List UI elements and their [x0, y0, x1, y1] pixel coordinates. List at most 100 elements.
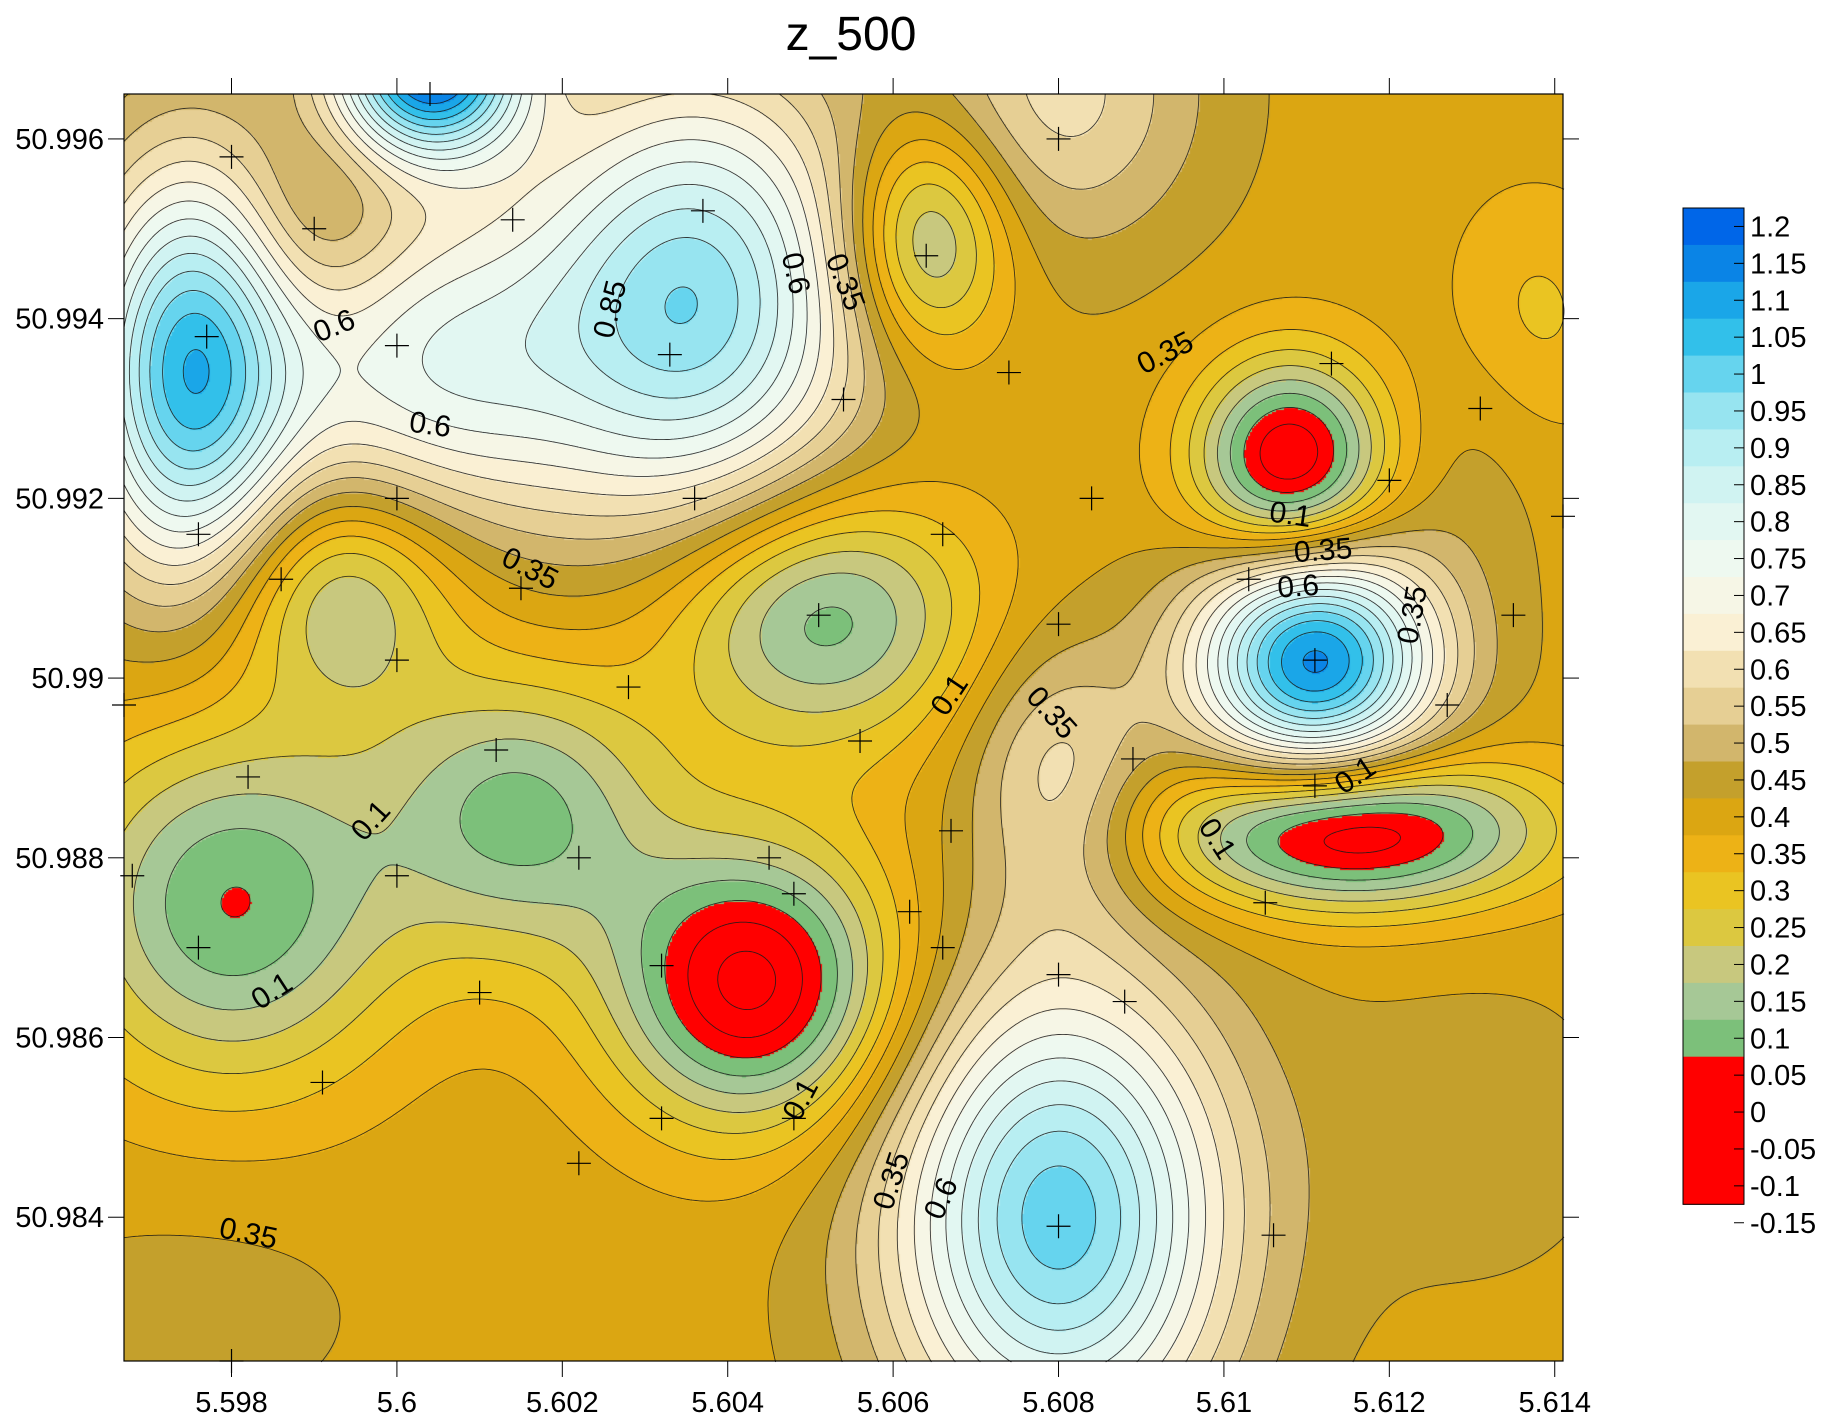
contour-lines	[123, 93, 1565, 1363]
y-tick-label: 50.988	[15, 843, 104, 875]
contour-line	[128, 93, 1394, 1331]
contour-line	[123, 139, 1565, 1202]
legend-label: -0.1	[1750, 1171, 1800, 1203]
contour-line	[164, 392, 1474, 1077]
legend-swatch	[1683, 761, 1744, 799]
x-tick-label: 5.598	[195, 1387, 268, 1419]
x-tick-label: 5.612	[1353, 1387, 1426, 1419]
legend-swatch	[1683, 281, 1744, 320]
contour-fill	[124, 94, 1563, 1361]
legend-swatch	[1683, 1167, 1744, 1205]
legend-swatch	[1683, 946, 1744, 984]
contour-label: 0.35	[1293, 532, 1354, 569]
legend-label: 0.7	[1750, 580, 1790, 612]
legend-swatch	[1683, 318, 1744, 357]
legend-label: 1.1	[1750, 285, 1790, 317]
sample-point-marker	[1435, 693, 1460, 718]
sample-points	[112, 82, 1575, 1373]
sample-point-marker	[914, 243, 939, 268]
sample-point-marker	[508, 576, 533, 601]
legend-label: 0.4	[1750, 802, 1790, 834]
legend-swatch	[1683, 429, 1744, 467]
y-tick-label: 50.984	[15, 1202, 104, 1234]
sample-point-marker	[1501, 603, 1526, 628]
sample-point-marker	[1236, 567, 1261, 592]
x-tick-label: 5.604	[691, 1387, 764, 1419]
contour-line	[123, 93, 1423, 1363]
axis-ticks: 5.598 5.6 5.602 5.604 5.606 5.608 5.61 5.612 5.6…	[15, 78, 1591, 1419]
sample-point-marker	[1046, 962, 1071, 987]
x-tick-label: 5.608	[1022, 1387, 1095, 1419]
legend-label: 1	[1750, 359, 1766, 391]
x-tick-label: 5.602	[526, 1387, 599, 1419]
legend-label: 0.55	[1750, 691, 1806, 723]
legend-swatch	[1683, 724, 1744, 762]
contour-line	[687, 423, 1401, 1039]
sample-point-marker	[1046, 126, 1071, 151]
contour-line	[123, 211, 1527, 1113]
sample-point-marker	[269, 567, 294, 592]
y-tick-label: 50.996	[15, 124, 104, 156]
sample-point-marker	[194, 324, 219, 349]
legend-label: 0.2	[1750, 949, 1790, 981]
contour-line	[138, 93, 1384, 1305]
sample-point-marker	[219, 144, 244, 169]
chart-title: z_500	[786, 8, 917, 61]
legend-label: -0.05	[1750, 1134, 1816, 1166]
sample-point-marker	[1261, 1223, 1286, 1248]
sample-point-marker	[1253, 890, 1278, 915]
contour-line	[123, 161, 1565, 1161]
sample-point-marker	[616, 675, 641, 700]
legend-label: 0.65	[1750, 617, 1806, 649]
sample-point-marker	[1120, 746, 1145, 771]
contour-line	[123, 93, 1459, 1363]
sample-point-marker	[484, 737, 509, 762]
contour-line	[123, 93, 1445, 1363]
legend-label: 0.25	[1750, 913, 1806, 945]
legend-swatch	[1683, 798, 1744, 836]
contour-line	[220, 406, 1444, 1059]
sample-point-marker	[682, 486, 707, 511]
contour-label: 0.1	[1267, 496, 1313, 534]
legend-label: 0.6	[1750, 654, 1790, 686]
plot-area: 0.60.60.850.6 0.350.350.350.10.350.6 0.350…	[15, 78, 1591, 1419]
sample-point-marker	[1377, 468, 1402, 493]
sample-point-marker	[831, 387, 856, 412]
legend-label: 0.05	[1750, 1060, 1806, 1092]
legend-label: 0.15	[1750, 986, 1806, 1018]
sample-point-marker	[467, 980, 492, 1005]
legend-label: -0.15	[1750, 1208, 1816, 1240]
contour-line	[132, 379, 1500, 1095]
sample-point-marker	[939, 818, 964, 843]
legend-swatch	[1683, 540, 1744, 578]
sample-point-marker	[566, 1151, 591, 1176]
y-tick-label: 50.994	[15, 304, 104, 336]
sample-point-marker	[649, 1106, 674, 1131]
legend-swatch	[1683, 1093, 1744, 1131]
sample-point-marker	[384, 333, 409, 358]
sample-point-marker	[781, 1106, 806, 1131]
sample-point-marker	[1046, 612, 1071, 637]
contour-line	[123, 93, 1498, 1363]
sample-point-marker	[500, 207, 525, 232]
legend-swatch	[1683, 208, 1744, 246]
legend-label: 0.75	[1750, 544, 1806, 576]
contour-line	[123, 93, 1434, 1363]
contour-line	[717, 950, 777, 1011]
contour-line	[182, 93, 1350, 692]
sample-point-marker	[310, 1070, 335, 1095]
y-tick-label: 50.992	[15, 483, 104, 515]
sample-point-marker	[806, 603, 831, 628]
legend-label: 0.9	[1750, 433, 1790, 465]
legend-swatch	[1683, 466, 1744, 504]
legend-swatch	[1683, 1130, 1744, 1168]
legend-swatch	[1683, 650, 1744, 689]
legend-swatch	[1683, 909, 1744, 947]
sample-point-marker	[781, 881, 806, 906]
legend-swatch	[1683, 835, 1744, 873]
legend-swatch	[1683, 244, 1744, 283]
legend-swatch	[1683, 392, 1744, 430]
sample-point-marker	[897, 899, 922, 924]
sample-point-marker	[1079, 486, 1104, 511]
